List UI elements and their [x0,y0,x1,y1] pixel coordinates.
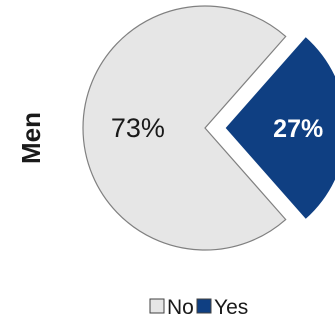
legend-label-no: No [167,296,194,319]
y-axis-label: Men [16,112,46,164]
legend: No Yes [149,296,248,319]
pie-labels: 27% 73% [111,113,323,143]
pie-slice-no [82,5,287,251]
slice-label-yes: 27% [273,115,323,143]
legend-item-no: No [149,296,194,319]
legend-label-yes: Yes [214,296,248,319]
legend-swatch-no [149,298,165,314]
legend-swatch-yes [196,298,212,314]
legend-item-yes: Yes [196,296,248,319]
slice-label-no: 73% [111,113,165,143]
pie-slice-yes [224,35,335,221]
pie-slices [82,5,335,251]
